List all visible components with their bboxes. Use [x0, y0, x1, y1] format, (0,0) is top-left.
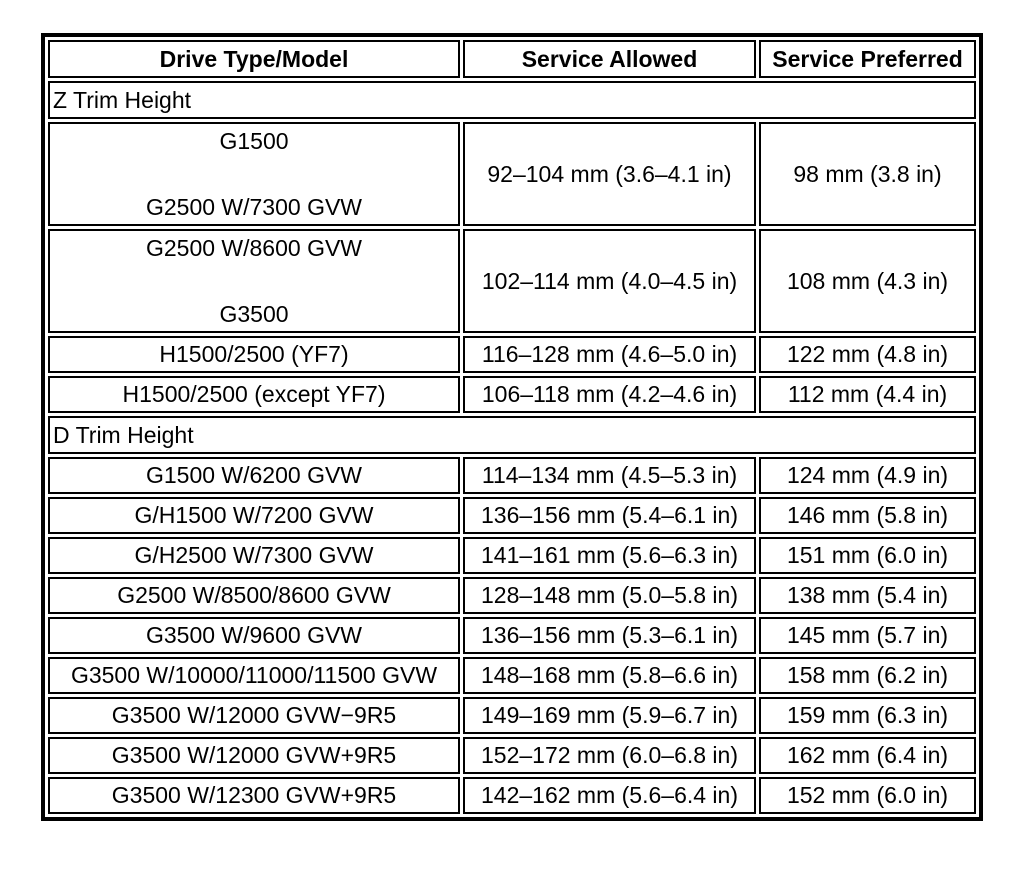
service-preferred-cell: 122 mm (4.8 in): [759, 336, 976, 373]
column-header-service-preferred: Service Preferred: [759, 40, 976, 78]
service-preferred-cell: 159 mm (6.3 in): [759, 697, 976, 734]
table-row: G2500 W/8600 GVW G3500 102–114 mm (4.0–4…: [48, 229, 976, 333]
model-cell: H1500/2500 (except YF7): [48, 376, 460, 413]
service-allowed-cell: 114–134 mm (4.5–5.3 in): [463, 457, 756, 494]
service-allowed-cell: 116–128 mm (4.6–5.0 in): [463, 336, 756, 373]
table-row: G3500 W/12300 GVW+9R5 142–162 mm (5.6–6.…: [48, 777, 976, 814]
model-cell: G2500 W/8600 GVW G3500: [48, 229, 460, 333]
table-row: H1500/2500 (YF7) 116–128 mm (4.6–5.0 in)…: [48, 336, 976, 373]
service-allowed-cell: 152–172 mm (6.0–6.8 in): [463, 737, 756, 774]
service-preferred-cell: 162 mm (6.4 in): [759, 737, 976, 774]
service-preferred-cell: 146 mm (5.8 in): [759, 497, 976, 534]
service-preferred-cell: 112 mm (4.4 in): [759, 376, 976, 413]
service-preferred-cell: 151 mm (6.0 in): [759, 537, 976, 574]
model-name-top: G2500 W/8600 GVW: [145, 235, 363, 261]
table-row: G2500 W/8500/8600 GVW 128–148 mm (5.0–5.…: [48, 577, 976, 614]
model-cell: G3500 W/12000 GVW+9R5: [48, 737, 460, 774]
model-cell: G2500 W/8500/8600 GVW: [48, 577, 460, 614]
section-title: Z Trim Height: [48, 81, 976, 119]
model-cell: G1500 G2500 W/7300 GVW: [48, 122, 460, 226]
trim-height-table: Drive Type/Model Service Allowed Service…: [41, 33, 983, 821]
service-allowed-cell: 102–114 mm (4.0–4.5 in): [463, 229, 756, 333]
model-name-bottom: G3500: [219, 300, 289, 327]
column-header-drive-type-model: Drive Type/Model: [48, 40, 460, 78]
table-row: G3500 W/12000 GVW+9R5 152–172 mm (6.0–6.…: [48, 737, 976, 774]
table-row: G3500 W/9600 GVW 136–156 mm (5.3–6.1 in)…: [48, 617, 976, 654]
service-allowed-cell: 92–104 mm (3.6–4.1 in): [463, 122, 756, 226]
table-row: G1500 G2500 W/7300 GVW 92–104 mm (3.6–4.…: [48, 122, 976, 226]
table-row: G/H2500 W/7300 GVW 141–161 mm (5.6–6.3 i…: [48, 537, 976, 574]
section-row-z-trim-height: Z Trim Height: [48, 81, 976, 119]
model-cell: G1500 W/6200 GVW: [48, 457, 460, 494]
trim-height-table-container: Drive Type/Model Service Allowed Service…: [41, 33, 983, 821]
service-preferred-cell: 108 mm (4.3 in): [759, 229, 976, 333]
table-row: G3500 W/12000 GVW−9R5 149–169 mm (5.9–6.…: [48, 697, 976, 734]
model-cell: G/H1500 W/7200 GVW: [48, 497, 460, 534]
model-name-bottom: G2500 W/7300 GVW: [145, 193, 363, 220]
model-cell: G3500 W/12000 GVW−9R5: [48, 697, 460, 734]
model-cell: G3500 W/12300 GVW+9R5: [48, 777, 460, 814]
service-allowed-cell: 136–156 mm (5.4–6.1 in): [463, 497, 756, 534]
service-preferred-cell: 158 mm (6.2 in): [759, 657, 976, 694]
service-allowed-cell: 141–161 mm (5.6–6.3 in): [463, 537, 756, 574]
service-allowed-cell: 148–168 mm (5.8–6.6 in): [463, 657, 756, 694]
table-header-row: Drive Type/Model Service Allowed Service…: [48, 40, 976, 78]
service-preferred-cell: 152 mm (6.0 in): [759, 777, 976, 814]
service-preferred-cell: 98 mm (3.8 in): [759, 122, 976, 226]
service-preferred-cell: 124 mm (4.9 in): [759, 457, 976, 494]
table-row: H1500/2500 (except YF7) 106–118 mm (4.2–…: [48, 376, 976, 413]
service-preferred-cell: 145 mm (5.7 in): [759, 617, 976, 654]
model-name-top: G1500: [219, 128, 289, 154]
model-cell: G/H2500 W/7300 GVW: [48, 537, 460, 574]
service-allowed-cell: 142–162 mm (5.6–6.4 in): [463, 777, 756, 814]
column-header-service-allowed: Service Allowed: [463, 40, 756, 78]
table-row: G1500 W/6200 GVW 114–134 mm (4.5–5.3 in)…: [48, 457, 976, 494]
dual-model-names: G2500 W/8600 GVW G3500: [53, 233, 455, 329]
service-preferred-cell: 138 mm (5.4 in): [759, 577, 976, 614]
dual-model-names: G1500 G2500 W/7300 GVW: [53, 126, 455, 222]
model-cell: H1500/2500 (YF7): [48, 336, 460, 373]
model-cell: G3500 W/10000/11000/11500 GVW: [48, 657, 460, 694]
table-row: G/H1500 W/7200 GVW 136–156 mm (5.4–6.1 i…: [48, 497, 976, 534]
service-allowed-cell: 136–156 mm (5.3–6.1 in): [463, 617, 756, 654]
service-allowed-cell: 128–148 mm (5.0–5.8 in): [463, 577, 756, 614]
section-title: D Trim Height: [48, 416, 976, 454]
table-row: G3500 W/10000/11000/11500 GVW 148–168 mm…: [48, 657, 976, 694]
model-cell: G3500 W/9600 GVW: [48, 617, 460, 654]
section-row-d-trim-height: D Trim Height: [48, 416, 976, 454]
service-allowed-cell: 149–169 mm (5.9–6.7 in): [463, 697, 756, 734]
service-allowed-cell: 106–118 mm (4.2–4.6 in): [463, 376, 756, 413]
